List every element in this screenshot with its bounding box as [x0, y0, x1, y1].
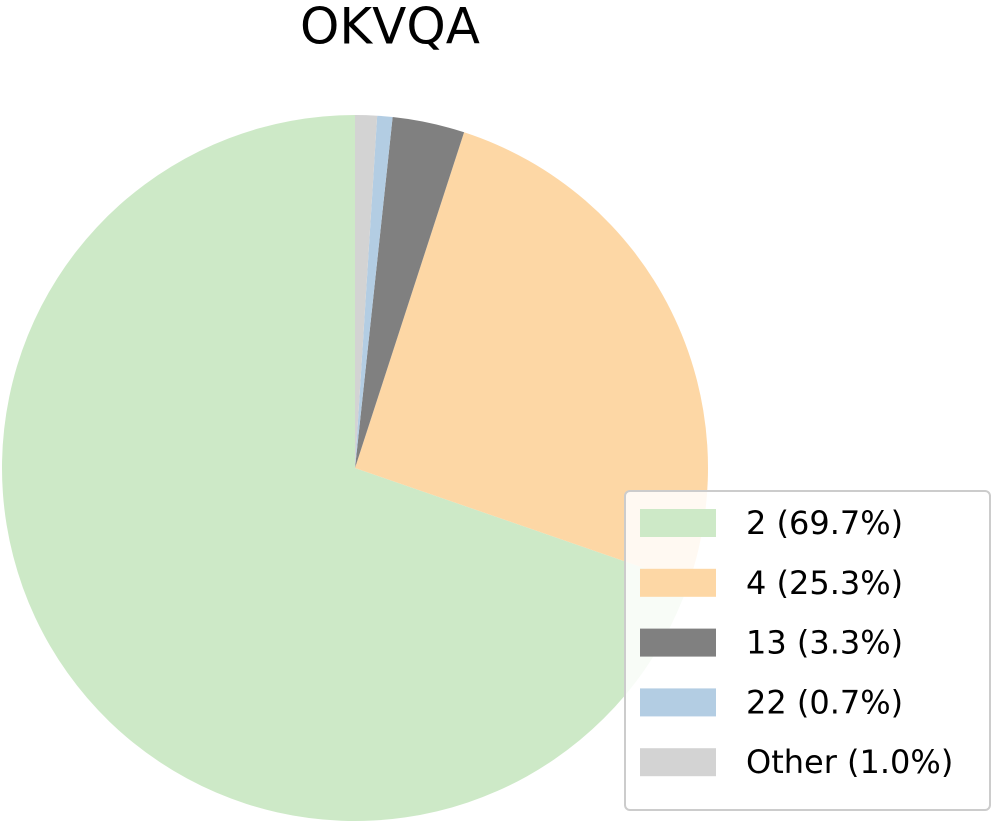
legend: 2 (69.7%) 4 (25.3%) 13 (3.3%) 22 (0.7%) Othe…	[624, 490, 991, 811]
legend-swatch	[640, 568, 716, 597]
legend-swatch	[640, 628, 716, 657]
pie-slice	[355, 117, 465, 469]
pie-slice	[1, 115, 689, 821]
pie-slice	[355, 115, 393, 468]
pie	[1, 115, 708, 821]
legend-swatch	[640, 748, 716, 777]
legend-label: 13 (3.3%)	[746, 624, 903, 662]
legend-label: 22 (0.7%)	[746, 683, 903, 721]
chart-title: OKVQA	[300, 0, 480, 56]
legend-swatch	[640, 509, 716, 537]
legend-swatch	[640, 688, 716, 717]
legend-box	[624, 490, 991, 811]
pie-slice	[355, 132, 708, 584]
legend-label: 4 (25.3%)	[746, 564, 903, 602]
legend-label: Other (1.0%)	[746, 743, 953, 781]
legend-label: 2 (69.7%)	[746, 504, 903, 542]
pie-slice	[355, 115, 378, 468]
